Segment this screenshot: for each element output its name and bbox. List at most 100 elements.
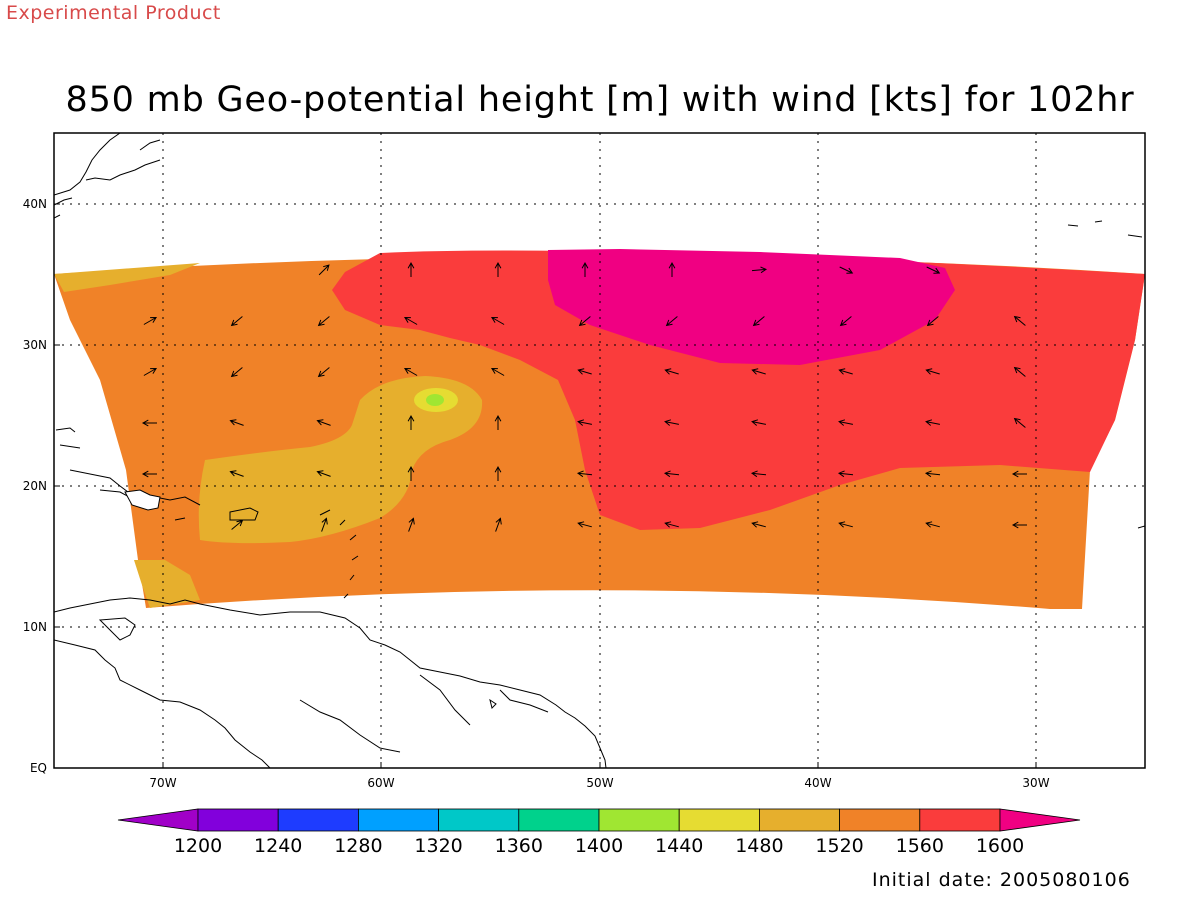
colorbar-label: 1600 [976, 835, 1024, 857]
wind-arrow [490, 316, 505, 325]
colorbar-arrow-low [117, 808, 199, 832]
wind-arrow [490, 367, 505, 376]
tick-label-lat: 30N [23, 338, 47, 352]
wind-arrow [837, 470, 854, 478]
contour-fill-1600 [332, 250, 1145, 530]
chart-title: 850 mb Geo-potential height [m] with win… [65, 80, 1135, 120]
wind-arrow [838, 521, 853, 528]
wind-arrow [663, 470, 680, 478]
tick-marks [54, 203, 1037, 768]
wind-arrow [407, 465, 415, 481]
wind-arrow [839, 266, 854, 274]
wind-arrow [143, 367, 158, 376]
wind-arrow [141, 470, 157, 478]
wind-arrow [665, 316, 678, 327]
wind-arrow [407, 414, 415, 430]
wind-arrow [317, 316, 330, 327]
wind-arrow [403, 316, 418, 325]
colorbar: 1200 1240 1280 1320 1360 1400 1440 1480 1520 1560… [117, 808, 1081, 857]
wind-arrow [924, 470, 941, 478]
colorbar-swatch [598, 808, 680, 832]
wind-arrow [1013, 366, 1026, 377]
colorbar-swatch [438, 808, 520, 832]
colorbar-label: 1560 [896, 835, 944, 857]
colorbar-swatch [839, 808, 921, 832]
wind-arrow [926, 266, 941, 274]
tick-label-lon: 40W [804, 776, 831, 790]
wind-arrow [838, 368, 853, 375]
wind-arrow [408, 517, 415, 532]
wind-arrow [578, 316, 591, 327]
wind-arrow [231, 519, 244, 530]
wind-arrow [750, 470, 767, 478]
tick-label-lat: EQ [30, 761, 47, 775]
wind-arrow [230, 316, 243, 327]
colorbar-label: 1400 [575, 835, 623, 857]
wind-arrow [1011, 521, 1027, 529]
tick-label-lon: 70W [149, 776, 176, 790]
wind-arrow [576, 470, 593, 478]
initial-date-label: Initial date: 2005080106 [872, 869, 1131, 891]
wind-arrow [751, 521, 766, 528]
colorbar-swatch [919, 808, 1001, 832]
watermark-text: Experimental Product [6, 2, 221, 24]
tick-label-lon: 60W [367, 776, 394, 790]
wind-arrow [925, 368, 940, 375]
colorbar-arrow-high [999, 808, 1081, 832]
coast-maracaibo [98, 617, 136, 641]
wind-arrow [141, 419, 157, 427]
wind-arrow [752, 316, 765, 327]
tick-label-lat: 20N [23, 479, 47, 493]
graticule [54, 133, 1145, 768]
wind-arrow [317, 367, 330, 378]
colorbar-label: 1480 [735, 835, 783, 857]
colorbar-swatch [518, 808, 600, 832]
wind-arrow [1011, 470, 1027, 478]
colorbar-swatch [277, 808, 359, 832]
wind-vectors [141, 261, 1027, 532]
colorbar-label: 1520 [815, 835, 863, 857]
wind-arrow [318, 264, 330, 276]
contour-fill-1440 [426, 394, 444, 406]
coast-azores [1067, 220, 1145, 529]
wind-arrow [494, 414, 502, 430]
contour-fill-1640 [548, 249, 955, 365]
wind-arrow [664, 521, 679, 528]
wind-arrow [495, 517, 502, 532]
wind-arrow [1013, 315, 1026, 326]
wind-arrow [321, 517, 328, 532]
wind-arrow [577, 368, 592, 375]
wind-arrow [494, 465, 502, 481]
tick-label-lon: 50W [586, 776, 613, 790]
wind-arrow [577, 419, 592, 426]
tick-label-lon: 30W [1022, 776, 1049, 790]
wind-arrow [494, 261, 502, 277]
wind-arrow [664, 419, 679, 426]
wind-arrow [664, 368, 679, 375]
colorbar-swatch [357, 808, 439, 832]
colorbar-label: 1240 [254, 835, 302, 857]
wind-arrow [143, 316, 158, 325]
wind-arrow [577, 521, 592, 528]
colorbar-label: 1440 [655, 835, 703, 857]
colorbar-label: 1200 [174, 835, 222, 857]
wind-arrow [229, 419, 244, 426]
colorbar-swatch [197, 808, 279, 832]
colorbar-label: 1360 [495, 835, 543, 857]
coast-south-america [54, 597, 607, 768]
colorbar-label: 1280 [334, 835, 382, 857]
wind-arrow [751, 368, 766, 375]
wind-arrow [926, 316, 939, 327]
tick-label-lat: 40N [23, 197, 47, 211]
wind-arrow [403, 367, 418, 376]
border-countries [299, 674, 549, 753]
contour-fill-1520-sw [134, 560, 200, 608]
colorbar-label: 1320 [414, 835, 462, 857]
wind-arrow [751, 419, 766, 426]
wind-arrow [316, 470, 331, 477]
wind-arrow [1013, 417, 1026, 428]
coast-caribbean [55, 427, 359, 599]
coastlines [54, 133, 1145, 768]
tick-label-lat: 10N [23, 620, 47, 634]
wind-arrow [751, 266, 768, 274]
